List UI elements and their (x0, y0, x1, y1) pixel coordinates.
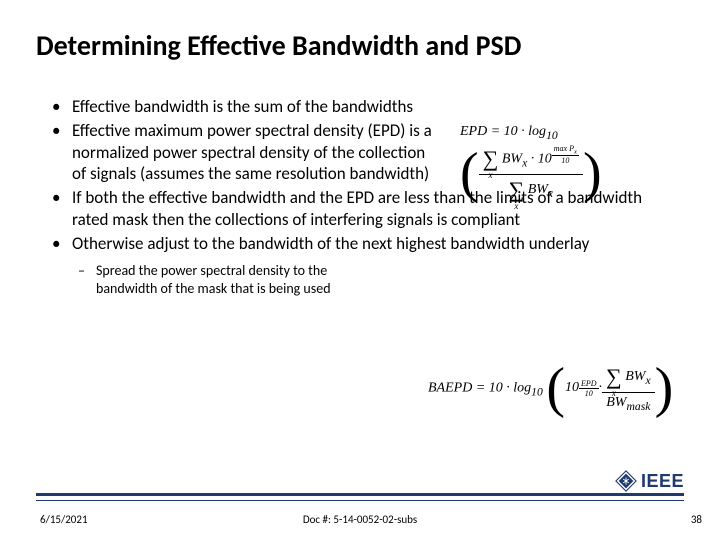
sub-bullet-item: Spread the power spectral density to the… (76, 262, 386, 298)
formula-eq: = 10 · log (491, 124, 546, 139)
ieee-logo: IEEE (615, 470, 684, 492)
footer-doc-number: Doc #: 5-14-0052-02-subs (303, 513, 417, 526)
sub-bullet-list: Spread the power spectral density to the… (76, 262, 684, 298)
footer-page-number: 38 (691, 513, 702, 526)
formula-epd: EPD = 10 · log10 ( ∑x BWx · 10max Px10 ∑… (460, 124, 690, 208)
formula-lhs: BAEPD (428, 381, 472, 396)
formula-baepd: BAEPD = 10 · log10 ( 10EPD10 · ∑x BWx BW… (428, 362, 690, 440)
bullet-item: Effective maximum power spectral density… (48, 120, 432, 185)
bullet-item: Effective bandwidth is the sum of the ba… (48, 96, 432, 118)
ieee-kite-icon (615, 470, 637, 492)
formula-num: BW (502, 151, 522, 166)
slide-title: Determining Effective Bandwidth and PSD (36, 28, 684, 63)
formula-den: BW (528, 182, 548, 197)
formula-lhs: EPD (460, 124, 487, 139)
footer-divider-thin (36, 500, 684, 501)
footer-date: 6/15/2021 (40, 513, 88, 526)
ieee-text: IEEE (641, 471, 684, 492)
formula-logsub: 10 (546, 129, 558, 142)
bullet-item: Otherwise adjust to the bandwidth of the… (48, 233, 668, 255)
formula-logsub: 10 (531, 385, 543, 398)
footer-divider-thick (36, 493, 684, 496)
formula-eq: = 10 · log (476, 381, 531, 396)
